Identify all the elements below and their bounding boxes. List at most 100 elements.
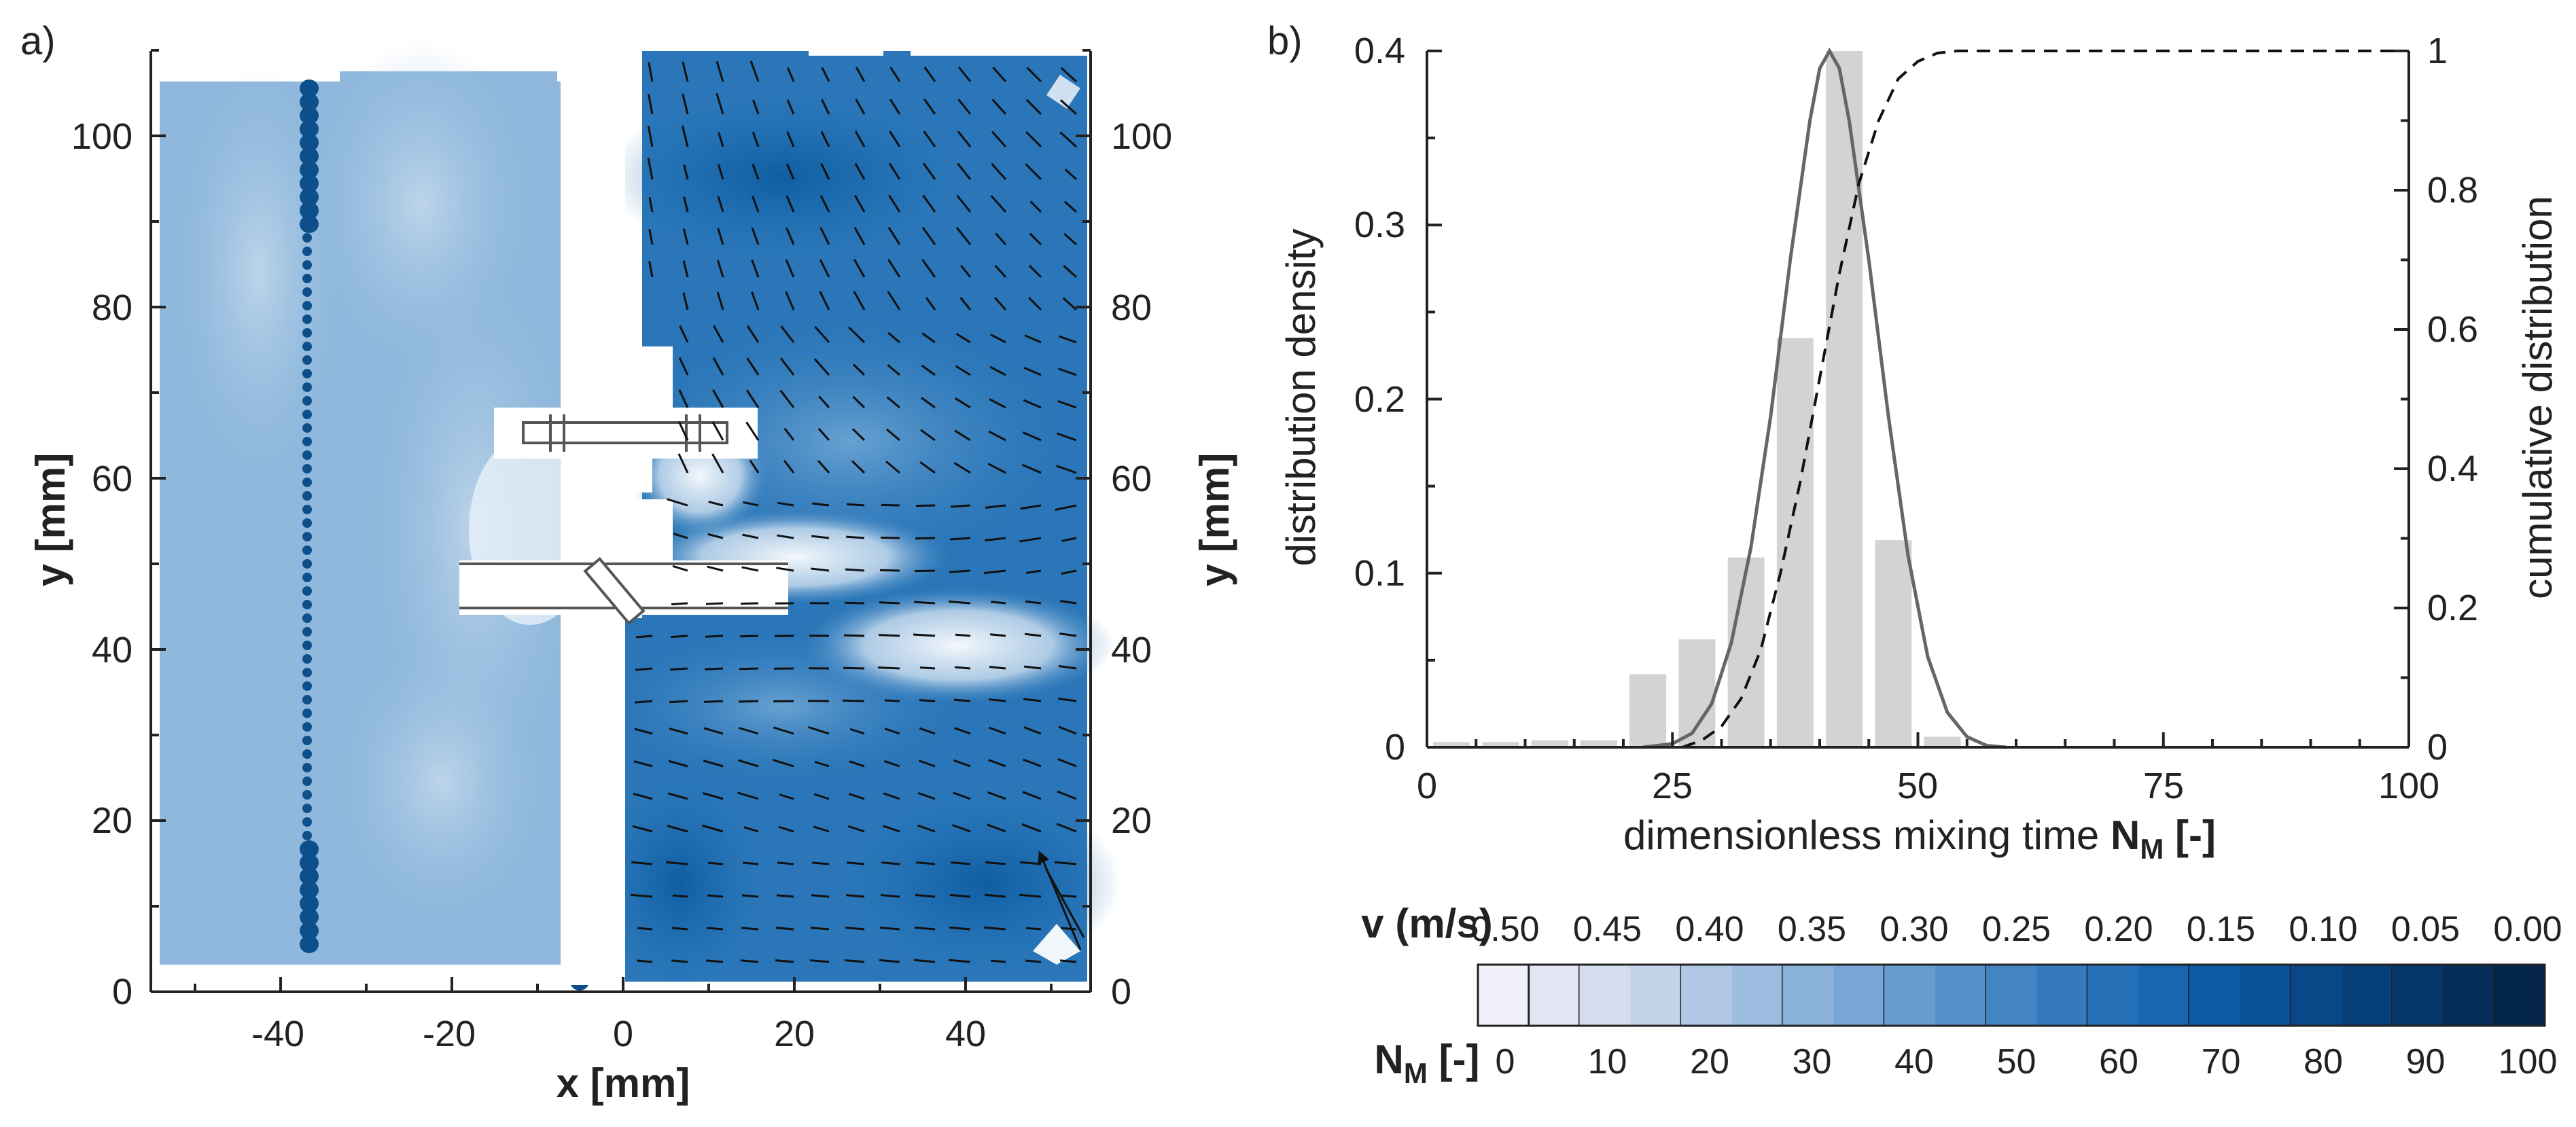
dark-dot xyxy=(300,881,319,899)
y-tick-label-right: 0 xyxy=(2427,727,2448,768)
velocity-arrow xyxy=(740,959,759,963)
colorbar-velocity-tick: 0.25 xyxy=(1982,910,2051,949)
velocity-arrow xyxy=(743,826,759,833)
right-mixing-field xyxy=(598,51,1121,985)
velocity-arrow xyxy=(949,926,971,931)
velocity-arrow xyxy=(1021,463,1042,474)
colorbar-cell xyxy=(2494,965,2545,1026)
velocity-arrow xyxy=(992,67,1007,82)
velocity-arrow xyxy=(854,162,866,180)
velocity-arrow xyxy=(853,291,866,310)
velocity-arrow xyxy=(845,894,865,898)
velocity-arrow xyxy=(883,759,900,768)
velocity-arrow xyxy=(849,728,865,735)
velocity-arrow xyxy=(1019,861,1042,865)
colorbar-mixing-time-ticks: 0 10 20 30 40 50 60 70 80 90 100 xyxy=(1496,1042,2558,1081)
velocity-arrow xyxy=(648,62,654,82)
velocity-arrow xyxy=(1059,335,1077,344)
velocity-arrow xyxy=(1056,465,1077,474)
velocity-arrow xyxy=(811,894,830,898)
velocity-arrow xyxy=(752,163,760,180)
velocity-arrow xyxy=(913,959,936,963)
velocity-arrow xyxy=(671,602,688,606)
velocity-arrow xyxy=(1063,232,1078,246)
velocity-arrow xyxy=(983,926,1006,931)
velocity-arrow xyxy=(949,537,971,541)
velocity-arrow xyxy=(955,397,971,409)
velocity-arrow xyxy=(887,332,900,344)
velocity-arrow xyxy=(889,67,901,82)
velocity-arrow xyxy=(707,894,724,898)
velocity-arrow xyxy=(990,334,1006,344)
colorbar-velocity-tick: 0.40 xyxy=(1675,910,1744,949)
velocity-arrow xyxy=(853,194,866,213)
velocity-arrow xyxy=(1020,504,1042,510)
dark-dot xyxy=(302,247,312,256)
velocity-arrow xyxy=(920,397,936,409)
dark-dot xyxy=(302,722,312,732)
velocity-arrow xyxy=(777,501,794,507)
velocity-arrow xyxy=(985,537,1006,541)
velocity-arrow xyxy=(634,728,653,735)
velocity-arrow xyxy=(994,264,1007,278)
dark-dot xyxy=(300,215,319,233)
right-field-dark-region xyxy=(598,781,761,985)
right-field-light-jet xyxy=(802,588,1114,703)
histogram-bar xyxy=(1727,557,1765,747)
colorbar-velocity-tick: 0.45 xyxy=(1573,910,1642,949)
dark-dot xyxy=(302,505,312,514)
velocity-arrow xyxy=(786,195,795,213)
velocity-arrow xyxy=(776,567,794,572)
velocity-arrow xyxy=(752,131,760,147)
velocity-arrow xyxy=(1059,99,1078,115)
velocity-arrow xyxy=(1059,131,1078,148)
velocity-arrow xyxy=(882,825,900,833)
velocity-arrow xyxy=(955,227,972,245)
y-tick-label-right: 100 xyxy=(1111,116,1172,157)
velocity-arrow xyxy=(987,823,1006,833)
velocity-arrow xyxy=(705,602,724,605)
velocity-arrow xyxy=(914,926,936,931)
velocity-arrow xyxy=(1023,366,1042,376)
velocity-arrow xyxy=(706,927,724,931)
velocity-arrow xyxy=(711,453,724,473)
right-field-corner-white xyxy=(1046,75,1080,109)
x-tick-label: 25 xyxy=(1652,766,1693,806)
dark-dot xyxy=(302,804,312,813)
dark-dot xyxy=(302,776,312,786)
velocity-arrow xyxy=(669,667,688,671)
colorbar-mixing-time-tick: 20 xyxy=(1690,1042,1729,1081)
velocity-arrow xyxy=(1023,758,1042,768)
velocity-arrow xyxy=(1029,232,1042,246)
velocity-arrow xyxy=(953,727,971,735)
velocity-arrow xyxy=(952,824,971,833)
colorbar-velocity-tick: 0.50 xyxy=(1470,910,1539,949)
velocity-arrow xyxy=(809,959,830,963)
right-field-dark-region xyxy=(605,95,958,258)
velocity-arrow xyxy=(984,893,1006,898)
velocity-arrow xyxy=(1019,537,1042,543)
velocity-arrow xyxy=(989,666,1006,670)
velocity-arrow xyxy=(818,395,830,408)
panel-a-label: a) xyxy=(20,19,56,63)
panel-b-axes xyxy=(1426,51,2410,749)
velocity-arrow xyxy=(772,759,794,768)
velocity-arrow xyxy=(955,633,971,637)
dark-dot xyxy=(302,301,312,310)
colorbar-mixing-time-tick: 40 xyxy=(1894,1042,1934,1081)
velocity-arrow xyxy=(717,196,724,213)
velocity-arrow xyxy=(682,260,689,278)
velocity-arrow xyxy=(739,634,759,638)
velocity-arrow xyxy=(1061,894,1077,898)
velocity-arrow xyxy=(879,569,900,572)
velocity-arrow xyxy=(717,164,724,180)
x-axis-title-subscript: M xyxy=(2140,833,2164,865)
velocity-arrow xyxy=(922,194,936,213)
colorbar-velocity-tick: 0.10 xyxy=(2289,910,2357,949)
velocity-arrow xyxy=(846,503,865,507)
colorbar-cell xyxy=(1579,965,1631,1026)
colorbar-cell xyxy=(2392,965,2443,1026)
velocity-arrow xyxy=(713,325,724,343)
histogram-bar xyxy=(1678,639,1716,747)
dark-dot xyxy=(300,161,319,179)
